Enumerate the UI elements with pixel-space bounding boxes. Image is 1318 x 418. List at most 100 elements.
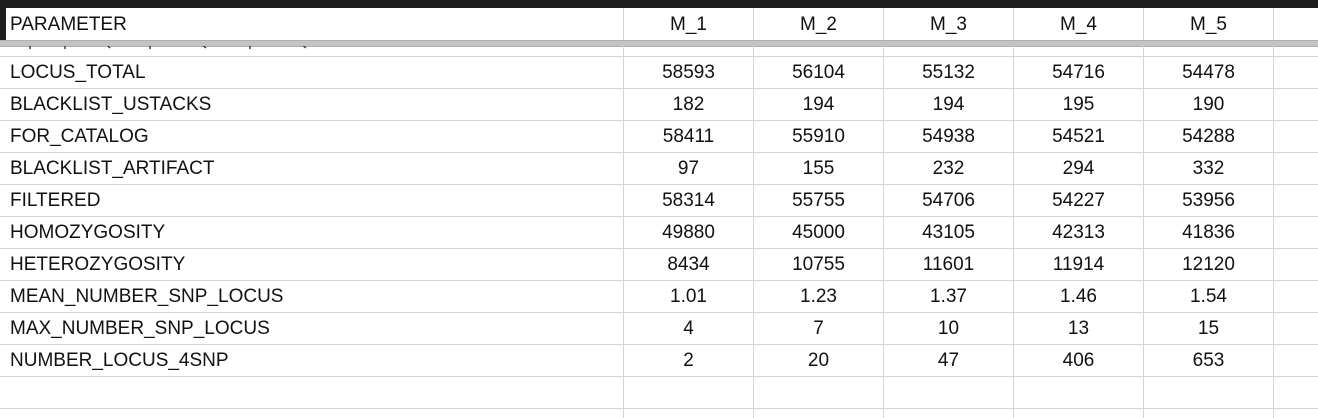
value-cell[interactable]: 45000 — [754, 217, 884, 248]
value-cell[interactable]: 58411 — [624, 121, 754, 152]
empty-cell[interactable] — [1274, 281, 1318, 312]
empty-cell[interactable] — [1144, 377, 1274, 408]
value-cell[interactable]: 54227 — [1014, 185, 1144, 216]
empty-cell[interactable] — [1014, 377, 1144, 408]
value-cell[interactable]: 155 — [754, 153, 884, 184]
empty-cell[interactable] — [1274, 89, 1318, 120]
row-label[interactable]: BLACKLIST_ARTIFACT — [0, 153, 624, 184]
empty-cell[interactable] — [1274, 46, 1318, 56]
empty-cell[interactable] — [884, 409, 1014, 418]
empty-cell[interactable] — [1274, 185, 1318, 216]
empty-cell[interactable] — [0, 377, 624, 408]
hidden-row-cell[interactable] — [624, 46, 754, 56]
value-cell[interactable]: 12120 — [1144, 249, 1274, 280]
value-cell[interactable]: 194 — [754, 89, 884, 120]
value-cell[interactable]: 1.01 — [624, 281, 754, 312]
empty-cell[interactable] — [624, 377, 754, 408]
empty-cell[interactable] — [0, 409, 624, 418]
empty-cell[interactable] — [1274, 8, 1318, 40]
value-cell[interactable]: 195 — [1014, 89, 1144, 120]
value-cell[interactable]: 332 — [1144, 153, 1274, 184]
value-cell[interactable]: 10755 — [754, 249, 884, 280]
value-cell[interactable]: 49880 — [624, 217, 754, 248]
value-cell[interactable]: 58593 — [624, 57, 754, 88]
value-cell[interactable]: 7 — [754, 313, 884, 344]
value-cell[interactable]: 1.23 — [754, 281, 884, 312]
value-cell[interactable]: 1.37 — [884, 281, 1014, 312]
value-cell[interactable]: 11914 — [1014, 249, 1144, 280]
empty-cell[interactable] — [624, 409, 754, 418]
empty-cell[interactable] — [1274, 121, 1318, 152]
value-cell[interactable]: 4 — [624, 313, 754, 344]
value-cell[interactable]: 11601 — [884, 249, 1014, 280]
value-cell[interactable]: 54478 — [1144, 57, 1274, 88]
empty-cell[interactable] — [1274, 377, 1318, 408]
value-cell[interactable]: 54716 — [1014, 57, 1144, 88]
empty-cell[interactable] — [1274, 217, 1318, 248]
row-label[interactable]: NUMBER_LOCUS_4SNP — [0, 345, 624, 376]
table-row: BLACKLIST_USTACKS 182 194 194 195 190 — [0, 89, 1318, 121]
value-cell[interactable]: 8434 — [624, 249, 754, 280]
header-cell-m4[interactable]: M_4 — [1014, 8, 1144, 40]
value-cell[interactable]: 55755 — [754, 185, 884, 216]
value-cell[interactable]: 55132 — [884, 57, 1014, 88]
hidden-row-cell[interactable] — [0, 46, 624, 56]
value-cell[interactable]: 2 — [624, 345, 754, 376]
value-cell[interactable]: 54706 — [884, 185, 1014, 216]
row-label[interactable]: LOCUS_TOTAL — [0, 57, 624, 88]
row-label[interactable]: FOR_CATALOG — [0, 121, 624, 152]
empty-cell[interactable] — [754, 377, 884, 408]
value-cell[interactable]: 58314 — [624, 185, 754, 216]
value-cell[interactable]: 97 — [624, 153, 754, 184]
row-label[interactable]: BLACKLIST_USTACKS — [0, 89, 624, 120]
row-label[interactable]: HOMOZYGOSITY — [0, 217, 624, 248]
empty-cell[interactable] — [1144, 409, 1274, 418]
value-cell[interactable]: 54938 — [884, 121, 1014, 152]
row-label[interactable]: FILTERED — [0, 185, 624, 216]
value-cell[interactable]: 190 — [1144, 89, 1274, 120]
value-cell[interactable]: 232 — [884, 153, 1014, 184]
empty-cell[interactable] — [1274, 409, 1318, 418]
header-cell-m2[interactable]: M_2 — [754, 8, 884, 40]
value-cell[interactable]: 41836 — [1144, 217, 1274, 248]
row-label[interactable]: HETEROZYGOSITY — [0, 249, 624, 280]
value-cell[interactable]: 54288 — [1144, 121, 1274, 152]
value-cell[interactable]: 55910 — [754, 121, 884, 152]
value-cell[interactable]: 10 — [884, 313, 1014, 344]
value-cell[interactable]: 182 — [624, 89, 754, 120]
empty-cell[interactable] — [754, 409, 884, 418]
header-cell-parameter[interactable]: PARAMETER — [0, 8, 624, 40]
value-cell[interactable]: 56104 — [754, 57, 884, 88]
value-cell[interactable]: 1.46 — [1014, 281, 1144, 312]
value-cell[interactable]: 15 — [1144, 313, 1274, 344]
value-cell[interactable]: 54521 — [1014, 121, 1144, 152]
value-cell[interactable]: 294 — [1014, 153, 1144, 184]
hidden-row-cell[interactable] — [884, 46, 1014, 56]
hidden-row-cell[interactable] — [754, 46, 884, 56]
empty-cell[interactable] — [1274, 249, 1318, 280]
table-row: FILTERED 58314 55755 54706 54227 53956 — [0, 185, 1318, 217]
value-cell[interactable]: 653 — [1144, 345, 1274, 376]
row-label[interactable]: MEAN_NUMBER_SNP_LOCUS — [0, 281, 624, 312]
value-cell[interactable]: 13 — [1014, 313, 1144, 344]
value-cell[interactable]: 53956 — [1144, 185, 1274, 216]
hidden-row-cell[interactable] — [1144, 46, 1274, 56]
value-cell[interactable]: 406 — [1014, 345, 1144, 376]
empty-cell[interactable] — [1274, 345, 1318, 376]
value-cell[interactable]: 42313 — [1014, 217, 1144, 248]
row-label[interactable]: MAX_NUMBER_SNP_LOCUS — [0, 313, 624, 344]
empty-cell[interactable] — [1274, 153, 1318, 184]
value-cell[interactable]: 1.54 — [1144, 281, 1274, 312]
empty-cell[interactable] — [884, 377, 1014, 408]
empty-cell[interactable] — [1274, 57, 1318, 88]
empty-cell[interactable] — [1274, 313, 1318, 344]
hidden-row-cell[interactable] — [1014, 46, 1144, 56]
value-cell[interactable]: 194 — [884, 89, 1014, 120]
header-cell-m5[interactable]: M_5 — [1144, 8, 1274, 40]
header-cell-m1[interactable]: M_1 — [624, 8, 754, 40]
value-cell[interactable]: 20 — [754, 345, 884, 376]
header-cell-m3[interactable]: M_3 — [884, 8, 1014, 40]
empty-cell[interactable] — [1014, 409, 1144, 418]
value-cell[interactable]: 47 — [884, 345, 1014, 376]
value-cell[interactable]: 43105 — [884, 217, 1014, 248]
